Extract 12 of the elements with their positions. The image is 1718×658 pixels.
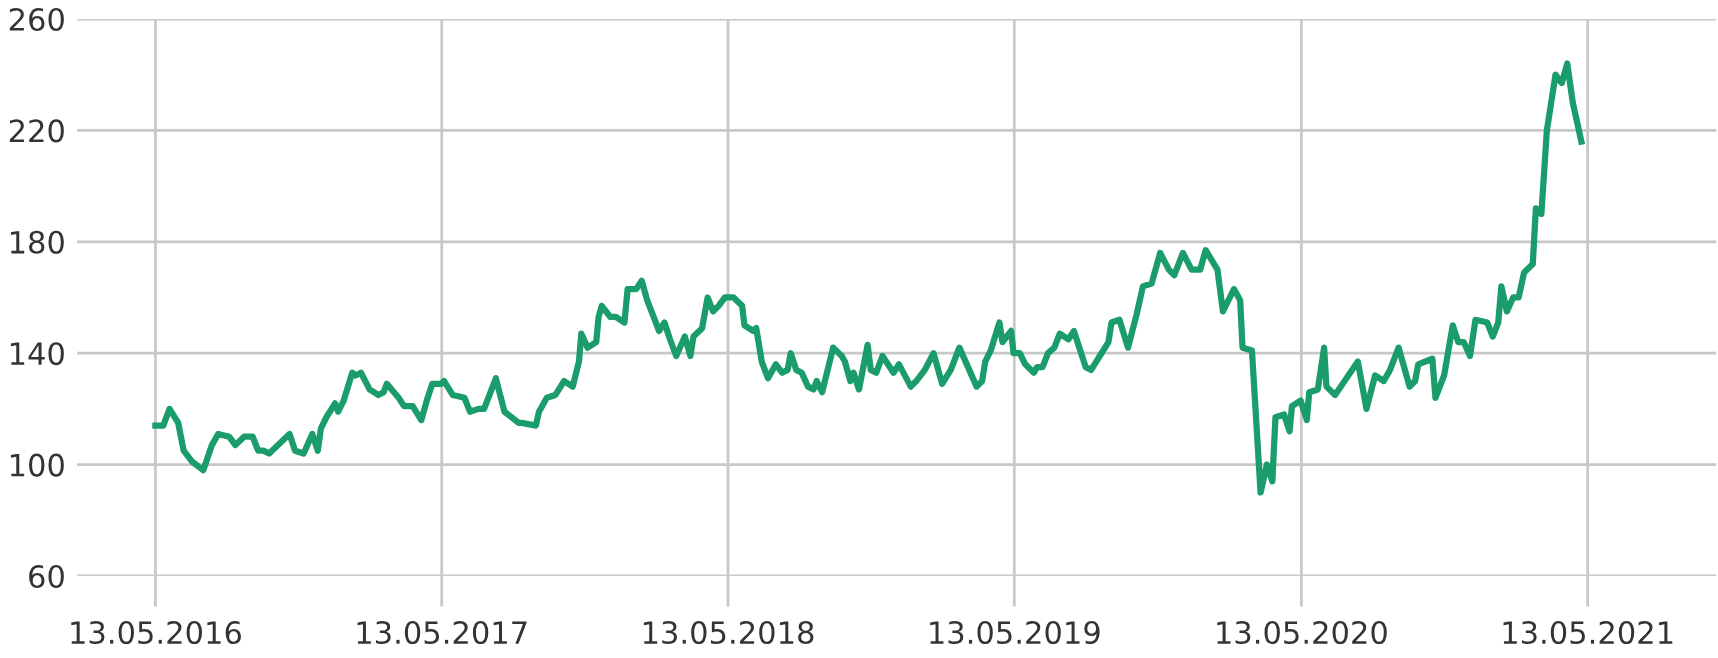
x-tick-label: 13.05.2019 [930,620,1100,645]
x-tick-label: 13.05.2016 [71,620,241,645]
y-tick-label: 100 [10,453,64,477]
x-tick-label: 13.05.2017 [357,620,527,645]
x-tick-label: 13.05.2021 [1503,620,1673,645]
x-tick-label: 13.05.2018 [643,620,814,645]
x-tick-label: 13.05.2020 [1217,620,1387,645]
y-tick-label: 60 [29,564,64,589]
y-tick-label: 180 [10,230,64,254]
y-tick-label: 260 [9,7,64,32]
y-tick-label: 220 [9,119,64,143]
y-tick-label: 140 [10,342,64,366]
